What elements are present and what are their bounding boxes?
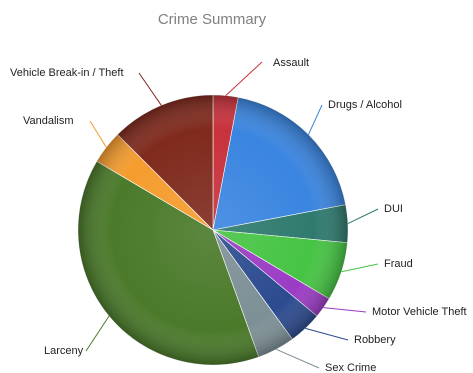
pie-slices [77,94,349,366]
slice-label-robbery: Robbery [354,334,396,346]
slice-label-motor-vehicle-theft: Motor Vehicle Theft [372,306,467,318]
leader-line-assault [225,61,263,96]
chart-title: Crime Summary [158,11,267,28]
slice-label-vehicle-break-in-theft: Vehicle Break-in / Theft [10,67,124,79]
slice-label-larceny: Larceny [44,345,84,357]
leader-line-larceny [85,315,110,352]
leader-line-motor-vehicle-theft [323,307,367,313]
slice-label-fraud: Fraud [384,258,413,270]
slice-label-sex-crime: Sex Crime [325,362,376,373]
slice-label-assault: Assault [273,57,309,69]
leader-line-fraud [341,263,379,273]
slice-labels: Assault Drugs / Alcohol DUI Fraud Motor Vehi… [10,57,467,373]
leader-line-drugs-alcohol [308,104,323,135]
leader-line-robbery [305,327,349,341]
leader-lines [85,61,379,369]
slice-label-drugs-alcohol: Drugs / Alcohol [328,99,402,111]
leader-line-dui [347,208,379,225]
leader-line-vandalism [89,120,107,148]
leader-line-vehicle-break-in-theft [138,72,162,106]
slice-label-vandalism: Vandalism [23,115,74,127]
leader-line-sex-crime [275,348,320,369]
slice-label-dui: DUI [384,203,403,215]
